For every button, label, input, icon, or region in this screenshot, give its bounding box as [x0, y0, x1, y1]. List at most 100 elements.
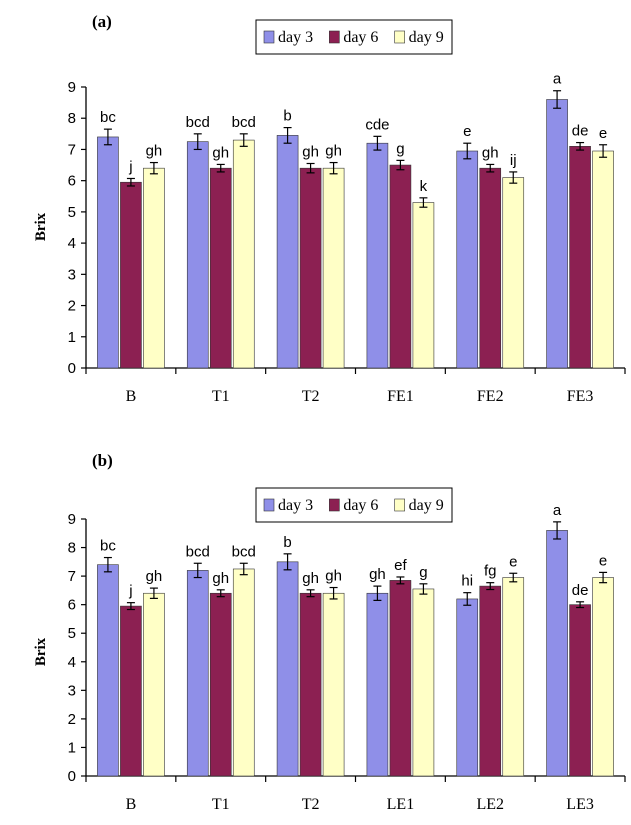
- legend-swatch-day9: [394, 30, 405, 44]
- bar-day9: [412, 202, 435, 369]
- legend-swatch-day6: [329, 498, 340, 512]
- category-label: B: [126, 388, 137, 405]
- significance-label: gh: [302, 143, 319, 160]
- category-label: LE2: [476, 796, 504, 813]
- bar-day9: [502, 177, 525, 369]
- significance-label: gh: [212, 144, 229, 161]
- significance-label: bcd: [186, 114, 210, 131]
- bar-day6: [299, 592, 322, 777]
- y-tick-label: 9: [68, 79, 76, 96]
- bar-day3: [456, 150, 479, 369]
- legend-swatch-day9: [394, 498, 405, 512]
- bar-day9: [143, 167, 165, 369]
- bar-day3: [366, 592, 389, 777]
- y-tick-label: 8: [68, 110, 76, 127]
- significance-label: e: [599, 552, 607, 569]
- significance-label: g: [396, 140, 404, 157]
- bar-day9: [143, 592, 165, 777]
- significance-label: a: [553, 502, 562, 519]
- legend-label: day 3: [278, 29, 313, 46]
- y-tick-label: 4: [68, 235, 76, 252]
- legend-label: day 9: [409, 29, 444, 46]
- category-label: FE1: [387, 388, 414, 405]
- significance-label: a: [553, 71, 562, 88]
- significance-label: e: [463, 123, 471, 140]
- y-tick-label: 2: [68, 298, 76, 315]
- bar-day6: [479, 585, 502, 777]
- significance-label: bcd: [232, 543, 256, 560]
- bar-day9: [322, 167, 345, 369]
- category-label: FE2: [477, 388, 504, 405]
- significance-label: g: [419, 564, 427, 581]
- significance-label: j: [128, 158, 132, 175]
- legend-box: [255, 19, 453, 55]
- y-tick-label: 5: [68, 625, 76, 642]
- bar-day3: [276, 561, 299, 777]
- bar-day3: [186, 570, 209, 777]
- y-tick-label: 3: [68, 266, 76, 283]
- category-label: FE3: [567, 388, 594, 405]
- significance-label: de: [572, 123, 589, 140]
- bar-day6: [569, 146, 591, 369]
- significance-label: e: [599, 125, 607, 142]
- bar-day3: [97, 136, 119, 369]
- y-tick-label: 4: [68, 654, 76, 671]
- y-tick-label: 7: [68, 568, 76, 585]
- bar-day6: [209, 592, 232, 777]
- y-axis-title: Brix: [33, 637, 49, 666]
- significance-label: hi: [461, 573, 473, 590]
- significance-label: gh: [325, 143, 342, 160]
- category-label: T1: [212, 796, 230, 813]
- y-tick-label: 1: [68, 329, 76, 346]
- significance-label: b: [283, 108, 291, 125]
- legend-swatch-day3: [263, 498, 275, 512]
- category-label: B: [126, 796, 137, 813]
- y-axis-title: Brix: [33, 212, 49, 241]
- significance-label: bcd: [186, 543, 210, 560]
- legend-label: day 9: [409, 497, 444, 514]
- bar-day9: [502, 577, 525, 777]
- y-tick-label: 6: [68, 597, 76, 614]
- significance-label: gh: [212, 570, 229, 587]
- y-tick-label: 3: [68, 682, 76, 699]
- significance-label: gh: [146, 568, 163, 585]
- category-label: LE3: [566, 796, 594, 813]
- legend-label: day 6: [343, 497, 378, 514]
- bar-day6: [120, 605, 142, 777]
- bar-day9: [232, 139, 255, 369]
- bar-day6: [569, 604, 591, 777]
- significance-label: gh: [146, 143, 163, 160]
- bar-day9: [592, 150, 614, 369]
- significance-label: de: [572, 582, 589, 599]
- bar-day9: [412, 588, 435, 777]
- significance-label: gh: [302, 570, 319, 587]
- y-tick-label: 5: [68, 204, 76, 221]
- significance-label: bc: [100, 538, 116, 555]
- significance-label: gh: [369, 566, 386, 583]
- significance-label: gh: [325, 568, 342, 585]
- bar-day3: [276, 135, 299, 369]
- significance-label: cde: [365, 116, 389, 133]
- significance-label: gh: [482, 144, 499, 161]
- bar-day6: [120, 181, 142, 369]
- significance-label: bcd: [232, 114, 256, 131]
- legend-label: day 6: [343, 29, 378, 46]
- significance-label: ij: [510, 152, 517, 169]
- category-label: LE1: [387, 796, 415, 813]
- bar-day3: [97, 564, 119, 777]
- bar-day6: [389, 580, 412, 777]
- category-label: T2: [302, 388, 320, 405]
- y-tick-label: 8: [68, 540, 76, 557]
- bar-day6: [299, 167, 322, 369]
- y-tick-label: 1: [68, 739, 76, 756]
- panel-label: (a): [92, 12, 112, 31]
- y-tick-label: 6: [68, 173, 76, 190]
- y-tick-label: 7: [68, 141, 76, 158]
- bar-day9: [232, 568, 255, 777]
- significance-label: ef: [394, 557, 407, 574]
- bar-day6: [209, 167, 232, 369]
- bar-day3: [546, 99, 568, 369]
- significance-label: k: [420, 178, 428, 195]
